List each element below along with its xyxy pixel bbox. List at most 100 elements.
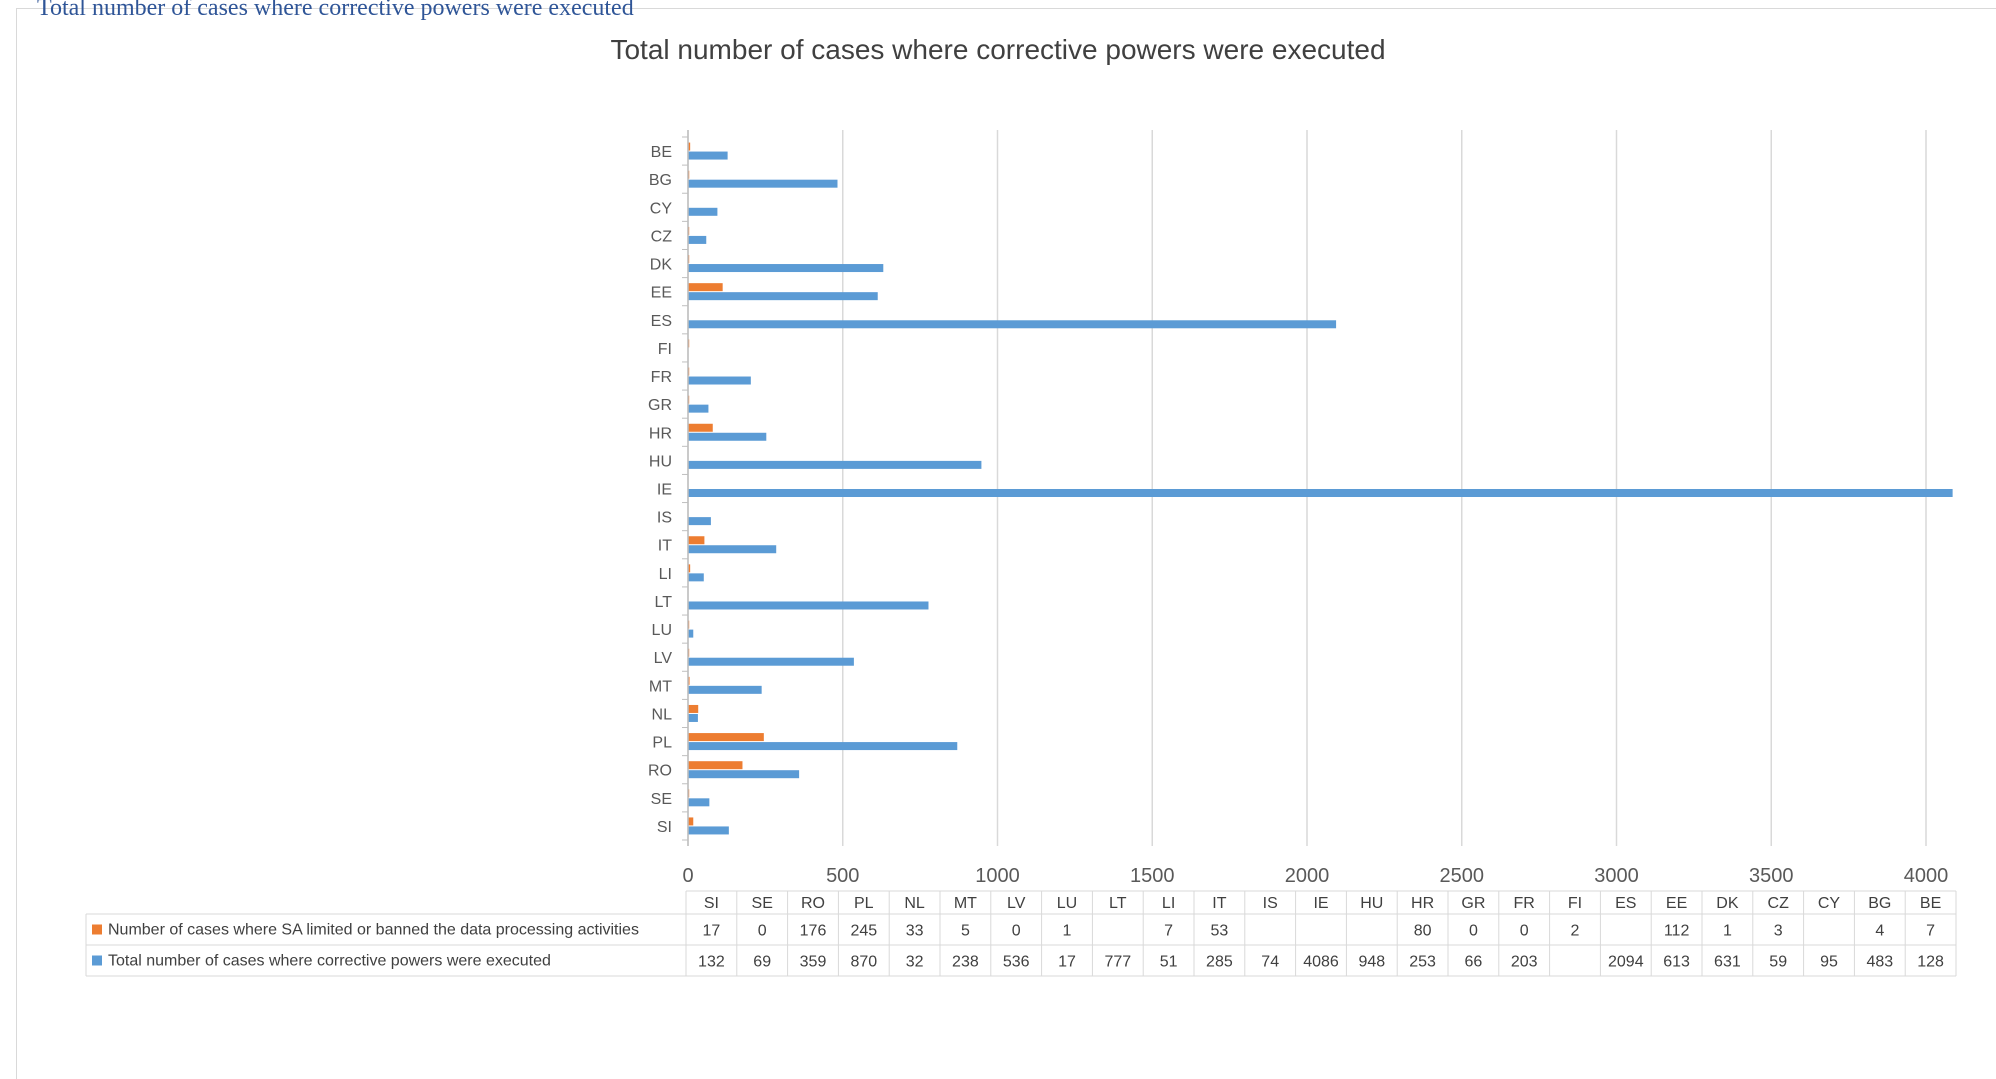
legend-key-series-0 — [92, 924, 102, 935]
table-cell-cz-series-1: 59 — [1769, 954, 1787, 971]
table-cell-fr-series-0: 0 — [1520, 923, 1529, 940]
bar-ee-series-1 — [688, 292, 878, 301]
table-header-dk: DK — [1716, 895, 1739, 912]
table-cell-mt-series-0: 5 — [961, 923, 970, 940]
table-cell-bg-series-0: 4 — [1875, 923, 1884, 940]
chart-title: Total number of cases where corrective p… — [610, 34, 1386, 65]
x-tick-label-1000: 1000 — [975, 865, 1020, 887]
table-cell-li-series-1: 51 — [1160, 954, 1178, 971]
bar-it-series-1 — [688, 545, 777, 554]
x-tick-label-2500: 2500 — [1440, 865, 1485, 887]
table-cell-mt-series-1: 238 — [952, 954, 979, 971]
bar-si-series-0 — [688, 817, 694, 826]
x-tick-label-3500: 3500 — [1749, 865, 1794, 887]
table-cell-ro-series-1: 359 — [800, 954, 827, 971]
table-cell-it-series-1: 285 — [1206, 954, 1233, 971]
axes: 0 500 1000 1500 2000 2500 3000 3500 4000 BE BG CY CZ… — [648, 130, 1948, 887]
x-tick-label-3000: 3000 — [1594, 865, 1639, 887]
bar-dk-series-1 — [688, 264, 884, 273]
table-cell-ie-series-1: 4086 — [1303, 954, 1339, 971]
bar-lv-series-1 — [688, 657, 854, 666]
bar-li-series-1 — [688, 573, 704, 582]
table-cell-dk-series-1: 631 — [1714, 954, 1741, 971]
table-header-it: IT — [1212, 895, 1226, 912]
table-header-lu: LU — [1057, 895, 1077, 912]
table-cell-li-series-0: 7 — [1164, 923, 1173, 940]
bar-lt-series-1 — [688, 601, 929, 610]
bar-be-series-1 — [688, 151, 728, 160]
legend-label-series-0: Number of cases where SA limited or bann… — [108, 922, 639, 939]
category-label-ee: EE — [651, 285, 672, 302]
table-header-cy: CY — [1818, 895, 1841, 912]
category-label-fi: FI — [658, 341, 672, 358]
table-cell-si-series-1: 132 — [698, 954, 725, 971]
table-header-fi: FI — [1568, 895, 1582, 912]
table-cell-ee-series-1: 613 — [1663, 954, 1690, 971]
table-header-hu: HU — [1360, 895, 1383, 912]
x-tick-label-2000: 2000 — [1285, 865, 1330, 887]
category-label-ro: RO — [648, 763, 672, 780]
bar-se-series-1 — [688, 798, 710, 807]
table-cell-lu-series-0: 1 — [1063, 923, 1072, 940]
table-cell-se-series-1: 69 — [753, 954, 771, 971]
table-cell-lt-series-1: 777 — [1104, 954, 1131, 971]
table-cell-es-series-1: 2094 — [1608, 954, 1644, 971]
bar-cy-series-1 — [688, 207, 718, 216]
table-cell-be-series-0: 7 — [1926, 923, 1935, 940]
table-cell-lu-series-1: 17 — [1058, 954, 1076, 971]
category-label-nl: NL — [652, 706, 673, 723]
category-label-lt: LT — [655, 594, 673, 611]
table-cell-cy-series-1: 95 — [1820, 954, 1838, 971]
table-header-ie: IE — [1313, 895, 1328, 912]
table-header-si: SI — [704, 895, 719, 912]
table-cell-cz-series-0: 3 — [1774, 923, 1783, 940]
category-label-hr: HR — [649, 425, 672, 442]
category-label-li: LI — [659, 566, 672, 583]
category-label-se: SE — [651, 791, 672, 808]
table-header-mt: MT — [954, 895, 977, 912]
bar-ee-series-0 — [688, 283, 723, 292]
table-cell-hr-series-1: 253 — [1409, 954, 1436, 971]
table-cell-se-series-0: 0 — [758, 923, 767, 940]
category-label-cy: CY — [650, 200, 673, 217]
table-header-ro: RO — [801, 895, 825, 912]
category-label-pl: PL — [652, 735, 672, 752]
category-label-is: IS — [657, 510, 672, 527]
table-cell-ee-series-0: 112 — [1664, 923, 1690, 940]
bar-gr-series-1 — [688, 404, 709, 413]
bar-nl-series-0 — [688, 704, 699, 713]
table-header-gr: GR — [1461, 895, 1485, 912]
table-cell-gr-series-0: 0 — [1469, 923, 1478, 940]
table-header-se: SE — [752, 895, 773, 912]
category-label-cz: CZ — [651, 228, 673, 245]
category-label-si: SI — [657, 819, 672, 836]
category-label-hu: HU — [649, 453, 672, 470]
table-header-es: ES — [1615, 895, 1636, 912]
bar-hu-series-1 — [688, 460, 982, 469]
bar-hr-series-0 — [688, 423, 713, 432]
category-label-gr: GR — [648, 397, 672, 414]
category-label-be: BE — [651, 144, 672, 161]
bar-li-series-0 — [688, 564, 691, 573]
table-cell-si-series-0: 17 — [703, 923, 721, 940]
bar-be-series-0 — [688, 142, 691, 151]
gridlines — [687, 130, 1927, 846]
bar-mt-series-1 — [688, 685, 762, 694]
category-label-lu: LU — [652, 622, 672, 639]
table-cell-be-series-1: 128 — [1917, 954, 1944, 971]
bar-ro-series-0 — [688, 761, 743, 770]
category-label-mt: MT — [649, 678, 672, 695]
table-cell-ro-series-0: 176 — [800, 923, 827, 940]
bar-lu-series-1 — [688, 629, 694, 638]
bar-bg-series-1 — [688, 179, 838, 188]
table-cell-lv-series-1: 536 — [1003, 954, 1030, 971]
bars — [688, 142, 1953, 835]
legend-label-series-1: Total number of cases where corrective p… — [108, 953, 551, 970]
bar-es-series-1 — [688, 320, 1337, 329]
x-tick-label-1500: 1500 — [1130, 865, 1175, 887]
category-label-lv: LV — [654, 650, 673, 667]
table-header-lv: LV — [1007, 895, 1026, 912]
category-label-fr: FR — [651, 369, 672, 386]
x-tick-label-500: 500 — [826, 865, 859, 887]
